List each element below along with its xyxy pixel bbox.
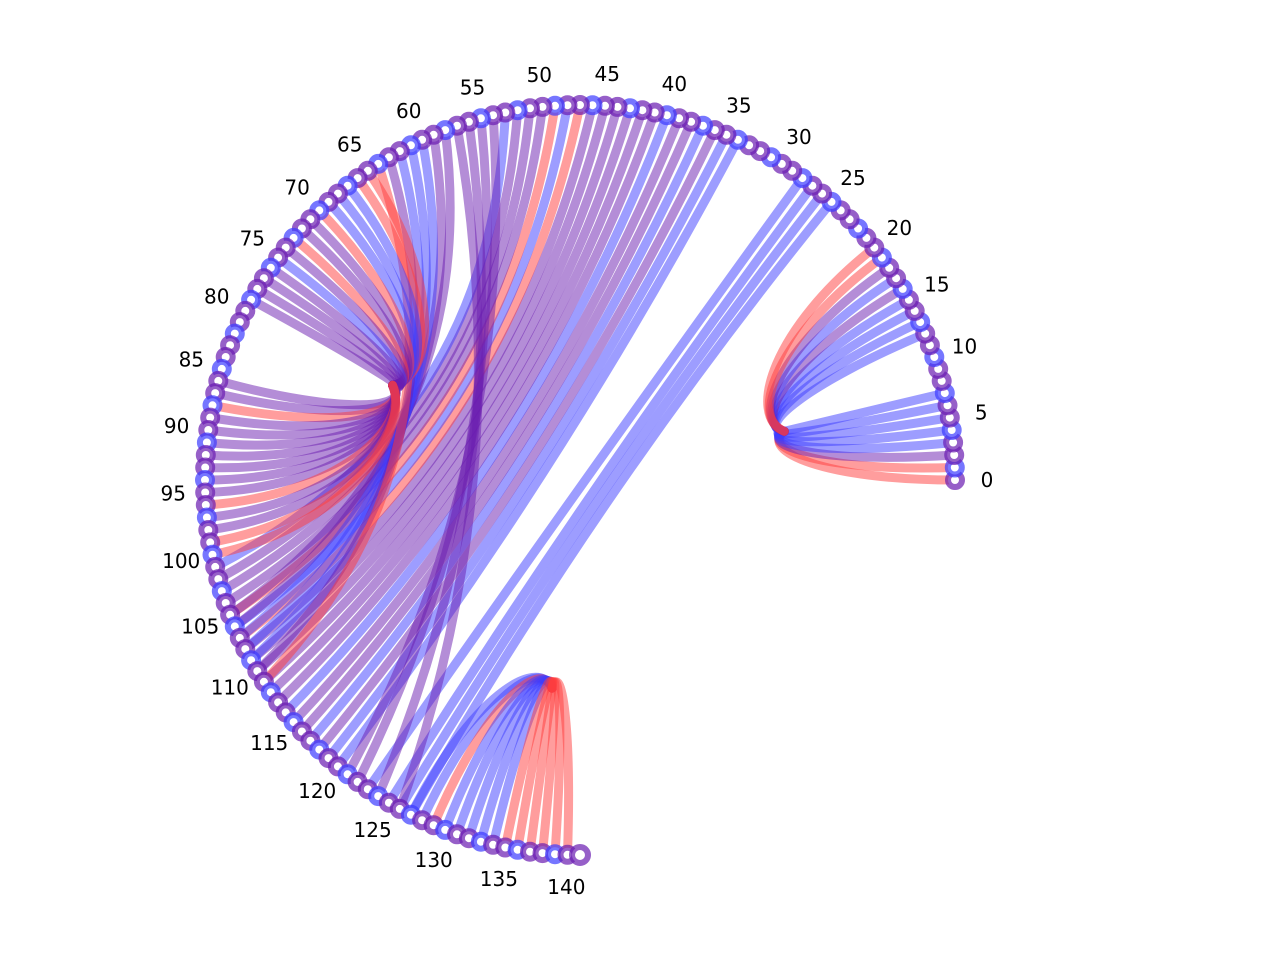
tick-label: 45 (594, 62, 619, 86)
chord-links (200, 100, 960, 860)
tick-label: 70 (284, 175, 309, 199)
chord-link (273, 108, 660, 707)
tick-label: 130 (415, 848, 453, 872)
tick-label: 105 (181, 614, 219, 638)
tick-label: 90 (164, 414, 189, 438)
tick-label: 40 (662, 72, 687, 96)
tick-label: 0 (981, 468, 994, 492)
tick-label: 95 (160, 482, 185, 506)
tick-labels: 0 5 10 15 20 25 30 35 40 45 50 55 60 65 70 75 80 85 90 95 10… (160, 62, 993, 899)
hub-link (763, 243, 879, 436)
tick-label: 20 (887, 216, 912, 240)
chord-link (314, 125, 720, 755)
chord-link (289, 113, 684, 727)
chord-link (281, 110, 672, 717)
chord-link (395, 189, 827, 814)
tick-label: 30 (786, 125, 811, 149)
tick-label: 5 (975, 400, 988, 424)
tick-label: 135 (480, 867, 518, 891)
tick-label: 55 (460, 76, 485, 100)
chord-link (395, 121, 483, 814)
tick-label: 85 (179, 347, 204, 371)
node-marker (569, 844, 591, 866)
tick-label: 75 (240, 227, 265, 251)
chord-link (266, 105, 647, 697)
tick-label: 25 (840, 166, 865, 190)
chord-link (297, 117, 696, 736)
tick-label: 60 (396, 99, 421, 123)
hub-link (547, 677, 573, 860)
tick-label: 115 (250, 731, 288, 755)
chord-link (384, 181, 817, 808)
tick-label: 35 (726, 93, 751, 117)
tick-label: 65 (337, 133, 362, 157)
tick-label: 140 (547, 875, 585, 899)
tick-label: 50 (527, 63, 552, 87)
tick-label: 10 (952, 335, 977, 359)
tick-label: 120 (298, 779, 336, 803)
tick-label: 15 (924, 272, 949, 296)
tick-label: 100 (162, 549, 200, 573)
tick-label: 80 (204, 284, 229, 308)
tick-label: 110 (211, 675, 249, 699)
chord-link (305, 121, 708, 746)
chord-link (221, 102, 547, 608)
chord-link (259, 103, 635, 687)
node-ring (195, 95, 965, 866)
hub-link (208, 380, 401, 560)
chord-link (213, 105, 523, 584)
chord-link (217, 103, 535, 596)
tick-label: 125 (354, 818, 392, 842)
